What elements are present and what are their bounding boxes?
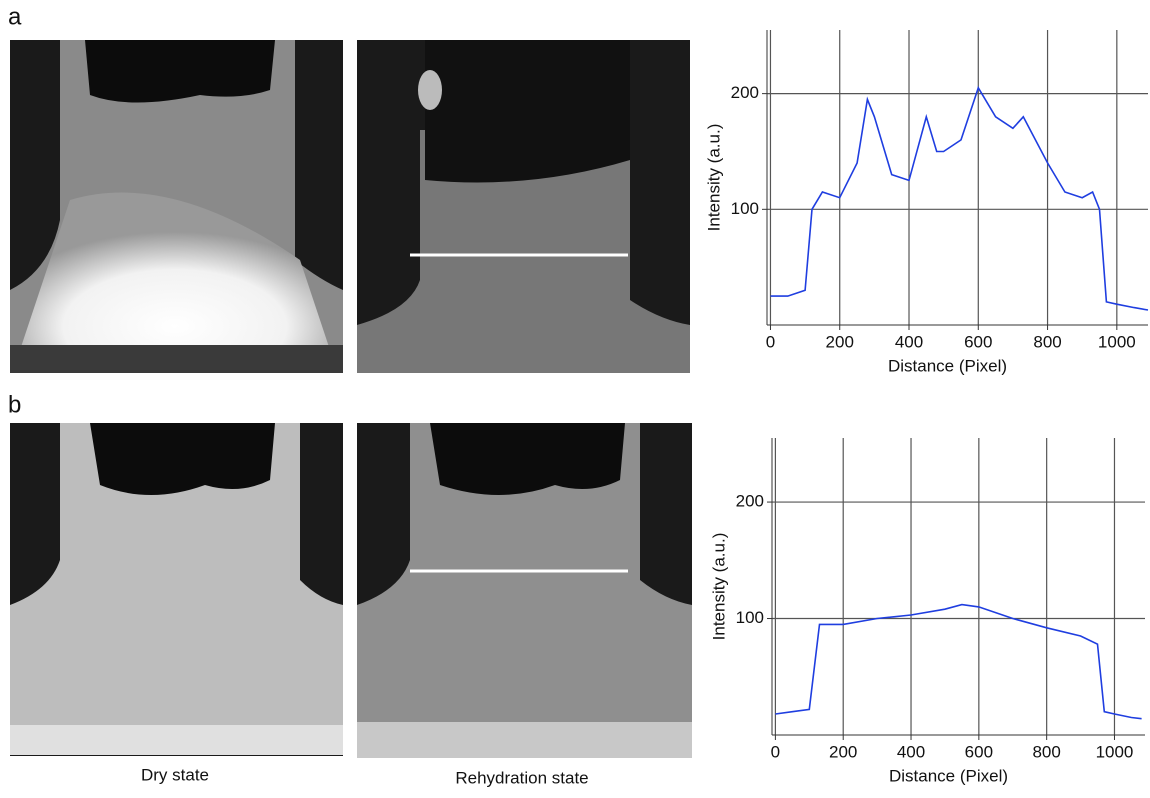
data-line <box>775 603 1142 720</box>
y-tick-label: 100 <box>736 608 764 627</box>
photo <box>10 423 343 756</box>
y-axis-label: Intensity (a.u.) <box>704 124 723 232</box>
x-tick-label: 400 <box>897 742 925 761</box>
photo <box>10 40 343 373</box>
x-tick-label: 800 <box>1033 332 1061 351</box>
data-line <box>770 85 1149 311</box>
x-tick-label: 600 <box>964 332 992 351</box>
panel-label: b <box>8 391 21 418</box>
x-tick-label: 800 <box>1032 742 1060 761</box>
y-tick-label: 200 <box>736 492 764 511</box>
caption: Dry state <box>141 765 209 784</box>
x-tick-label: 1000 <box>1098 332 1136 351</box>
y-tick-label: 200 <box>731 83 759 102</box>
x-tick-label: 400 <box>895 332 923 351</box>
photo <box>357 40 690 373</box>
x-tick-label: 1000 <box>1096 742 1134 761</box>
caption: Rehydration state <box>455 768 588 787</box>
x-tick-label: 200 <box>826 332 854 351</box>
x-axis-label: Distance (Pixel) <box>888 356 1007 375</box>
x-tick-label: 0 <box>766 332 775 351</box>
y-axis-label: Intensity (a.u.) <box>709 533 728 641</box>
panel-label: a <box>8 3 22 30</box>
x-tick-label: 600 <box>965 742 993 761</box>
x-tick-label: 200 <box>829 742 857 761</box>
x-axis-label: Distance (Pixel) <box>889 766 1008 785</box>
photo <box>357 423 692 758</box>
x-tick-label: 0 <box>771 742 780 761</box>
y-tick-label: 100 <box>731 199 759 218</box>
